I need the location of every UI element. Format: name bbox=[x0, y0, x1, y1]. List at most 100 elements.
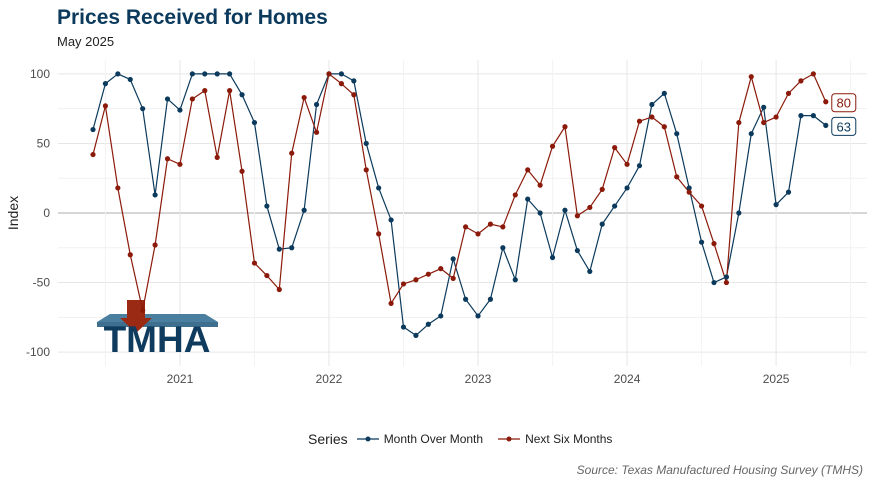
data-point bbox=[450, 256, 456, 262]
data-point bbox=[189, 71, 195, 77]
data-point bbox=[301, 207, 307, 213]
data-point bbox=[425, 321, 431, 327]
data-point bbox=[649, 114, 655, 120]
data-point bbox=[612, 145, 618, 151]
data-point bbox=[723, 279, 730, 286]
data-point bbox=[313, 101, 320, 108]
data-point bbox=[475, 313, 481, 319]
data-point bbox=[674, 131, 680, 137]
data-point bbox=[363, 140, 369, 147]
data-point bbox=[164, 156, 171, 162]
data-point bbox=[214, 71, 220, 77]
data-point bbox=[251, 119, 258, 126]
data-point bbox=[140, 106, 146, 112]
data-point bbox=[202, 88, 208, 94]
data-point bbox=[487, 296, 494, 302]
data-point bbox=[587, 268, 593, 275]
data-points bbox=[90, 71, 829, 338]
data-point bbox=[736, 210, 742, 216]
data-point bbox=[289, 150, 295, 156]
end-label-text: 80 bbox=[837, 96, 851, 111]
data-point bbox=[115, 185, 121, 191]
data-point bbox=[537, 182, 543, 188]
data-point bbox=[525, 196, 531, 202]
data-point bbox=[463, 296, 469, 302]
data-point bbox=[549, 254, 556, 261]
y-axis-label: Index bbox=[5, 196, 21, 230]
y-tick-label: 0 bbox=[43, 206, 50, 220]
data-point bbox=[661, 124, 667, 130]
y-tick-label: -100 bbox=[26, 345, 50, 359]
data-point bbox=[562, 124, 568, 130]
data-point bbox=[463, 224, 469, 230]
data-point bbox=[761, 119, 767, 126]
legend-label-six: Next Six Months bbox=[525, 432, 613, 446]
data-point bbox=[773, 202, 779, 208]
data-point bbox=[264, 272, 270, 279]
data-point bbox=[487, 221, 494, 227]
data-point bbox=[239, 92, 245, 98]
y-tick-label: 100 bbox=[30, 67, 50, 81]
data-point bbox=[438, 313, 444, 319]
data-point bbox=[251, 260, 258, 266]
data-point bbox=[574, 247, 580, 254]
data-point bbox=[301, 94, 307, 101]
data-point bbox=[636, 118, 643, 124]
data-point bbox=[289, 245, 295, 251]
data-point bbox=[525, 167, 531, 173]
data-point bbox=[587, 204, 593, 211]
data-point bbox=[264, 203, 270, 209]
legend-label-mom: Month Over Month bbox=[383, 432, 484, 446]
data-point bbox=[164, 96, 171, 102]
data-point bbox=[599, 186, 605, 192]
legend-item-month-over-month: Month Over Month bbox=[356, 432, 483, 446]
data-point bbox=[140, 307, 146, 313]
data-point bbox=[338, 81, 344, 87]
data-point bbox=[798, 113, 804, 119]
data-point bbox=[102, 81, 109, 87]
legend-swatch-six bbox=[498, 436, 521, 442]
data-point bbox=[90, 151, 96, 158]
data-point bbox=[823, 122, 829, 128]
data-point bbox=[661, 90, 667, 96]
data-point bbox=[127, 76, 133, 83]
x-tick-label: 2024 bbox=[614, 372, 641, 386]
data-point bbox=[736, 119, 742, 126]
data-point bbox=[785, 189, 792, 195]
data-point bbox=[214, 154, 220, 160]
data-point bbox=[636, 163, 643, 169]
data-point bbox=[189, 96, 195, 102]
data-point bbox=[351, 92, 357, 98]
series-line-month-over-month bbox=[92, 73, 827, 336]
chart-title: Prices Received for Homes bbox=[57, 6, 328, 29]
end-labels: 63 80 bbox=[831, 93, 857, 136]
data-point bbox=[376, 185, 382, 191]
data-point bbox=[761, 104, 767, 110]
data-point bbox=[276, 286, 282, 293]
end-label-text: 63 bbox=[837, 119, 851, 134]
data-point bbox=[400, 324, 407, 330]
legend-item-next-six-months: Next Six Months bbox=[497, 432, 612, 446]
data-point bbox=[798, 78, 804, 84]
data-point bbox=[276, 246, 282, 252]
data-point bbox=[450, 275, 456, 281]
chart-subtitle: May 2025 bbox=[57, 34, 115, 49]
data-point bbox=[549, 143, 556, 149]
end-label-box bbox=[831, 93, 857, 113]
data-point bbox=[823, 99, 829, 105]
data-point bbox=[785, 90, 792, 96]
series-lines bbox=[92, 73, 827, 336]
tmha-logo: TMHA bbox=[97, 300, 218, 360]
data-point bbox=[177, 107, 183, 113]
data-point bbox=[723, 274, 730, 280]
data-point bbox=[152, 242, 158, 248]
data-point bbox=[388, 217, 394, 223]
data-point bbox=[438, 266, 444, 272]
data-point bbox=[177, 161, 183, 167]
data-point bbox=[413, 332, 419, 338]
data-point bbox=[227, 88, 233, 94]
data-point bbox=[773, 114, 779, 120]
legend-swatch-mom bbox=[356, 436, 379, 442]
data-point bbox=[239, 168, 245, 174]
